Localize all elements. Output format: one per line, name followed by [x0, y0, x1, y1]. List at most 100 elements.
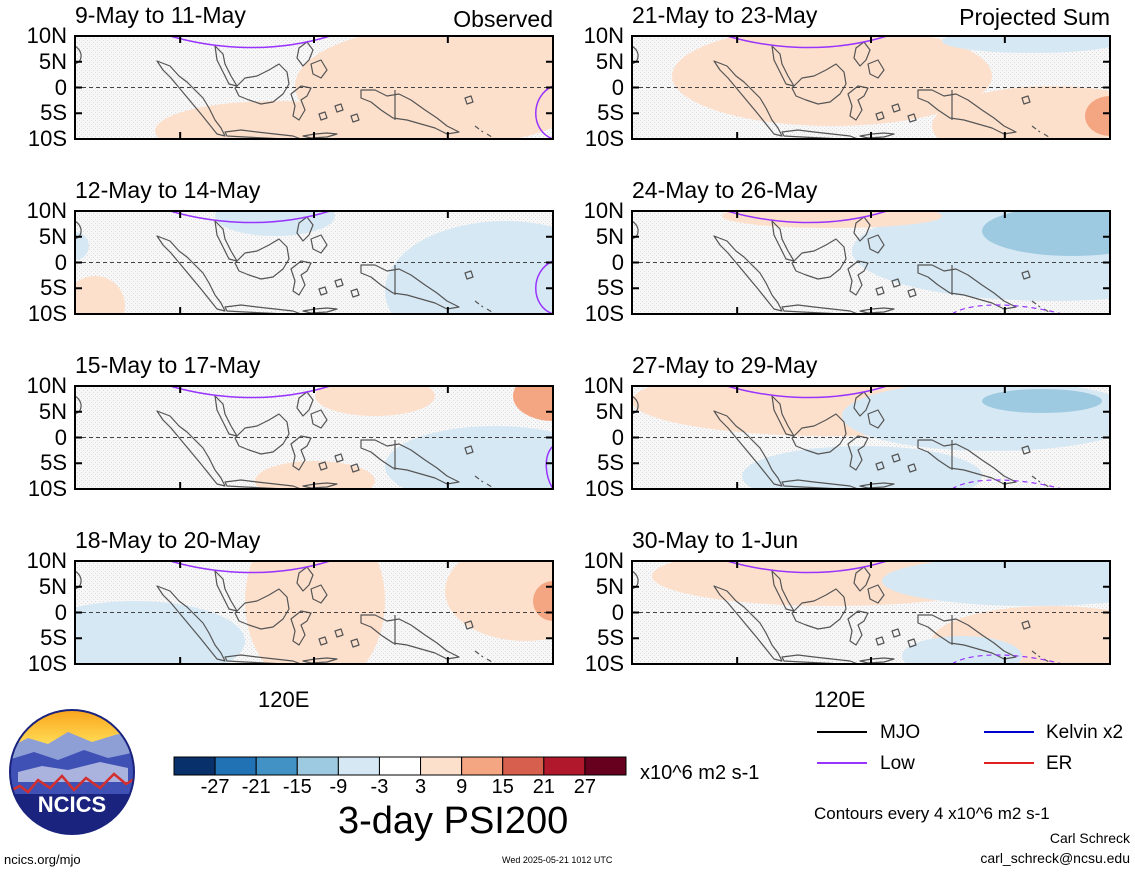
- low-contour-negative: [951, 304, 1063, 314]
- colorbar-tick-label: -9: [329, 776, 348, 798]
- low-contour: [726, 211, 888, 224]
- colorbar-tick-label: 27: [573, 776, 597, 798]
- lat-tick-label: 10N: [26, 23, 67, 48]
- lat-tick-label: 0: [611, 249, 624, 275]
- lat-tick-label: 5S: [40, 100, 67, 126]
- low-contour: [726, 561, 888, 574]
- panel-title: 27-May to 29-May: [632, 352, 818, 378]
- psi-anomaly-region: [75, 601, 245, 664]
- map-panel: [631, 385, 1111, 490]
- psi-anomaly-region: [672, 36, 992, 126]
- panel-title: 30-May to 1-Jun: [632, 527, 799, 553]
- timestamp: Wed 2025-05-21 1012 UTC: [502, 855, 613, 865]
- lat-tick-label: 0: [611, 74, 624, 100]
- map-panel: [631, 210, 1111, 315]
- low-contour: [535, 260, 553, 314]
- lat-tick-label: 5S: [597, 100, 624, 126]
- lat-tick-label: 5N: [595, 223, 624, 249]
- lat-tick-label: 10N: [583, 548, 624, 573]
- psi-anomaly-region: [882, 561, 1110, 606]
- colorbar-tick-label: 15: [491, 776, 514, 798]
- colorbar-tick-label: -15: [282, 776, 312, 798]
- colorbar-swatch: [173, 756, 216, 776]
- psi-anomaly-region: [385, 426, 553, 489]
- low-contour: [726, 386, 888, 399]
- ncics-logo: NCICS: [9, 709, 135, 835]
- psi-anomaly-region: [255, 461, 375, 489]
- chart-title: 3-day PSI200: [338, 800, 569, 842]
- psi-anomaly-region: [473, 36, 553, 76]
- lat-tick-label: 5S: [40, 275, 67, 301]
- colorbar-tick-label: -21: [241, 776, 271, 798]
- colorbar-tick-label: 3: [414, 776, 427, 798]
- psi-anomaly-region: [982, 389, 1102, 413]
- psi-anomaly-region: [315, 386, 435, 416]
- lat-tick-label: 10N: [583, 198, 624, 223]
- low-contour: [726, 36, 888, 49]
- colorbar-swatch: [214, 756, 257, 776]
- colorbar-swatch: [420, 756, 463, 776]
- psi-anomaly-region: [982, 211, 1110, 256]
- lat-tick-label: 0: [611, 599, 624, 625]
- low-contour: [545, 445, 553, 489]
- psi-anomaly-region: [513, 386, 553, 421]
- author-name: Carl Schreck: [1049, 830, 1130, 846]
- low-contour: [169, 211, 331, 224]
- contour-note: Contours every 4 x10^6 m2 s-1: [814, 804, 1050, 823]
- low-contour: [535, 85, 553, 139]
- map-panel: [74, 210, 554, 315]
- psi-anomaly-region: [533, 581, 553, 621]
- map-panel: [631, 560, 1111, 665]
- colorbar-swatch: [337, 756, 380, 776]
- low-contour-negative: [951, 479, 1063, 489]
- map-panel: [74, 385, 554, 490]
- lat-tick-label: 0: [54, 74, 67, 100]
- lat-tick-label: 5S: [597, 450, 624, 476]
- map-panel: [74, 35, 554, 140]
- map-panel: [631, 35, 1111, 140]
- lat-tick-label: 0: [54, 424, 67, 450]
- lat-tick-label: 5S: [597, 625, 624, 651]
- lat-tick-label: 5S: [597, 275, 624, 301]
- lat-tick-label: 5N: [38, 398, 67, 424]
- colorbar-swatch: [502, 756, 545, 776]
- lat-tick-label: 0: [611, 424, 624, 450]
- projected-sum-label: Projected Sum: [959, 4, 1110, 30]
- psi-anomaly-region: [155, 101, 395, 139]
- panel-title: 9-May to 11-May: [75, 2, 246, 28]
- colorbar-swatch: [461, 756, 504, 776]
- lat-tick-label: 10S: [584, 651, 624, 676]
- psi-anomaly-region: [722, 211, 942, 228]
- lat-tick-label: 5N: [595, 573, 624, 599]
- lat-tick-label: 10S: [27, 301, 67, 326]
- observed-label: Observed: [453, 6, 553, 32]
- psi-anomaly-region: [385, 221, 553, 314]
- lat-tick-label: 10N: [583, 23, 624, 48]
- panel-title: 15-May to 17-May: [75, 352, 261, 378]
- legend-low-label: Low: [880, 753, 915, 774]
- author-email: carl_schreck@ncsu.edu: [980, 850, 1130, 866]
- lat-tick-label: 10S: [584, 476, 624, 501]
- lat-tick-label: 10N: [583, 373, 624, 398]
- psi-anomaly-region: [742, 446, 982, 489]
- low-contour: [169, 386, 331, 399]
- site-link[interactable]: ncics.org/mjo: [4, 852, 81, 867]
- map-panel: [74, 560, 554, 665]
- lat-tick-label: 10S: [27, 126, 67, 151]
- colorbar-swatch: [255, 756, 298, 776]
- lat-tick-label: 0: [54, 249, 67, 275]
- legend-kelvin-label: Kelvin x2: [1046, 722, 1124, 743]
- colorbar-units: x10^6 m2 s-1: [640, 762, 760, 784]
- low-contour: [169, 561, 331, 574]
- line-legend: [817, 731, 1034, 764]
- lat-tick-label: 10S: [584, 126, 624, 151]
- colorbar-swatch: [543, 756, 586, 776]
- colorbar-swatch: [296, 756, 339, 776]
- panel-title: 18-May to 20-May: [75, 527, 261, 553]
- legend-er-label: ER: [1046, 753, 1073, 774]
- panel-title: 21-May to 23-May: [632, 2, 818, 28]
- colorbar-tick-label: 21: [532, 776, 555, 798]
- lat-tick-label: 10S: [27, 476, 67, 501]
- x-axis-label-right: 120E: [814, 687, 866, 712]
- lat-tick-label: 10S: [584, 301, 624, 326]
